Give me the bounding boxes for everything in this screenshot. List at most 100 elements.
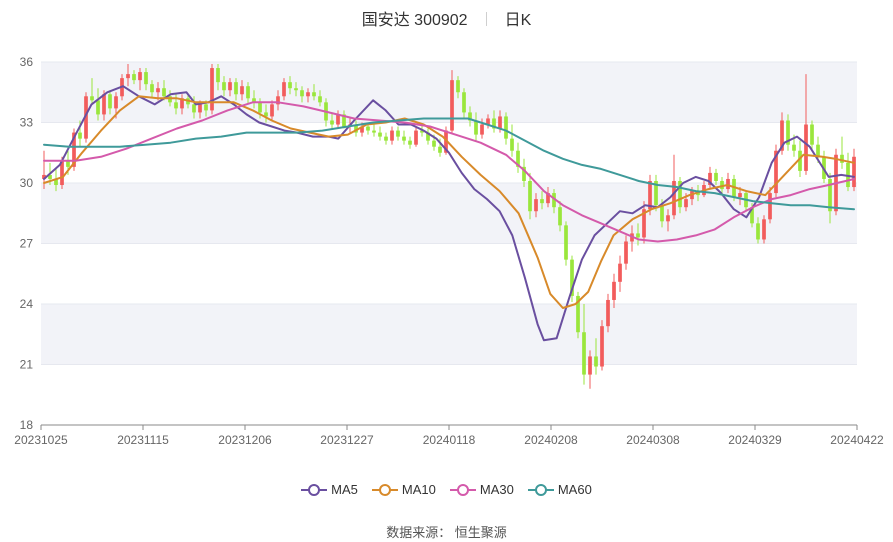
candle	[408, 136, 412, 149]
x-tick-label: 20240308	[626, 433, 680, 447]
candle-body	[96, 100, 100, 115]
candle	[534, 193, 538, 218]
candle-body	[456, 80, 460, 93]
candle-body	[282, 82, 286, 97]
candle-body	[624, 241, 628, 264]
candle	[162, 80, 166, 101]
candle	[648, 174, 652, 216]
candle-body	[810, 124, 814, 145]
candle	[90, 78, 94, 105]
candle	[84, 92, 88, 143]
candle-body	[360, 126, 364, 133]
grid-band	[41, 62, 857, 123]
candle	[480, 118, 484, 139]
candle	[156, 82, 160, 101]
candle-body	[450, 80, 454, 131]
candle-body	[204, 104, 208, 111]
candle	[570, 255, 574, 302]
candle	[522, 158, 526, 188]
candle	[456, 76, 460, 99]
legend-item-ma10[interactable]: MA10	[371, 482, 436, 497]
candle-body	[276, 96, 280, 105]
candle	[720, 176, 724, 194]
candle-body	[570, 259, 574, 296]
candle	[600, 320, 604, 371]
x-tick-label: 20240118	[423, 433, 476, 447]
candle-body	[198, 104, 202, 113]
candle-body	[66, 160, 70, 167]
candle-body	[384, 136, 388, 141]
legend-item-ma60[interactable]: MA60	[527, 482, 592, 497]
candle-body	[396, 130, 400, 137]
candle	[462, 88, 466, 119]
candle	[762, 215, 766, 244]
candle-body	[162, 88, 166, 97]
candle-body	[492, 118, 496, 129]
candle-body	[720, 180, 724, 190]
candle	[786, 114, 790, 151]
candle	[846, 152, 850, 192]
candle-body	[762, 219, 766, 240]
candle	[372, 124, 376, 137]
candle	[342, 110, 346, 129]
x-axis: 20231025 20231115 20231206 20231227 20240118…	[14, 424, 884, 447]
candle	[666, 209, 670, 232]
candle	[132, 70, 136, 85]
ma-line-ma10	[43, 95, 855, 309]
candle-body	[798, 150, 802, 171]
legend-label: MA60	[557, 482, 592, 497]
candle-body	[552, 193, 556, 208]
candle-body	[480, 124, 484, 135]
grid-bands	[41, 62, 857, 365]
candle	[510, 124, 514, 157]
candle-body	[768, 193, 772, 220]
candle-body	[354, 124, 358, 133]
candle-body	[210, 68, 214, 111]
candle-body	[108, 94, 112, 109]
candle-body	[588, 356, 592, 375]
y-tick-label: 30	[20, 176, 34, 190]
candle-body	[408, 140, 412, 145]
y-tick-label: 21	[20, 358, 34, 372]
candle-body	[576, 295, 580, 333]
candle-body	[228, 82, 232, 91]
legend-item-ma5[interactable]: MA5	[301, 482, 358, 497]
candle-body	[852, 156, 856, 188]
grid-band	[41, 304, 857, 365]
candle	[450, 70, 454, 133]
candle	[678, 176, 682, 214]
candle-body	[294, 88, 298, 91]
candle-body	[648, 180, 652, 210]
moving-average-lines	[43, 85, 855, 342]
candle	[594, 338, 598, 375]
candle	[402, 130, 406, 145]
candle	[588, 350, 592, 389]
candle	[138, 68, 142, 91]
candle	[234, 78, 238, 101]
candle-body	[366, 126, 370, 131]
candle-body	[42, 174, 46, 179]
candle-body	[774, 150, 778, 194]
candle-body	[816, 144, 820, 157]
candle-body	[846, 162, 850, 188]
candle-body	[102, 94, 106, 115]
candle	[654, 174, 658, 212]
candle	[282, 78, 286, 101]
legend-swatch	[301, 483, 328, 496]
y-tick-label: 27	[20, 237, 34, 251]
candle-body	[606, 299, 610, 327]
candle-body	[174, 102, 178, 109]
candle-body	[84, 96, 88, 139]
candle-body	[684, 199, 688, 208]
candle	[396, 126, 400, 141]
legend-swatch	[449, 483, 476, 496]
candle-body	[312, 92, 316, 97]
candle-body	[126, 74, 130, 79]
legend-item-ma30[interactable]: MA30	[449, 482, 514, 497]
candle	[96, 88, 100, 121]
candle-body	[132, 74, 136, 81]
candle-body	[780, 120, 784, 151]
candle-body	[78, 132, 82, 139]
x-tick-label: 20231115	[117, 433, 169, 447]
